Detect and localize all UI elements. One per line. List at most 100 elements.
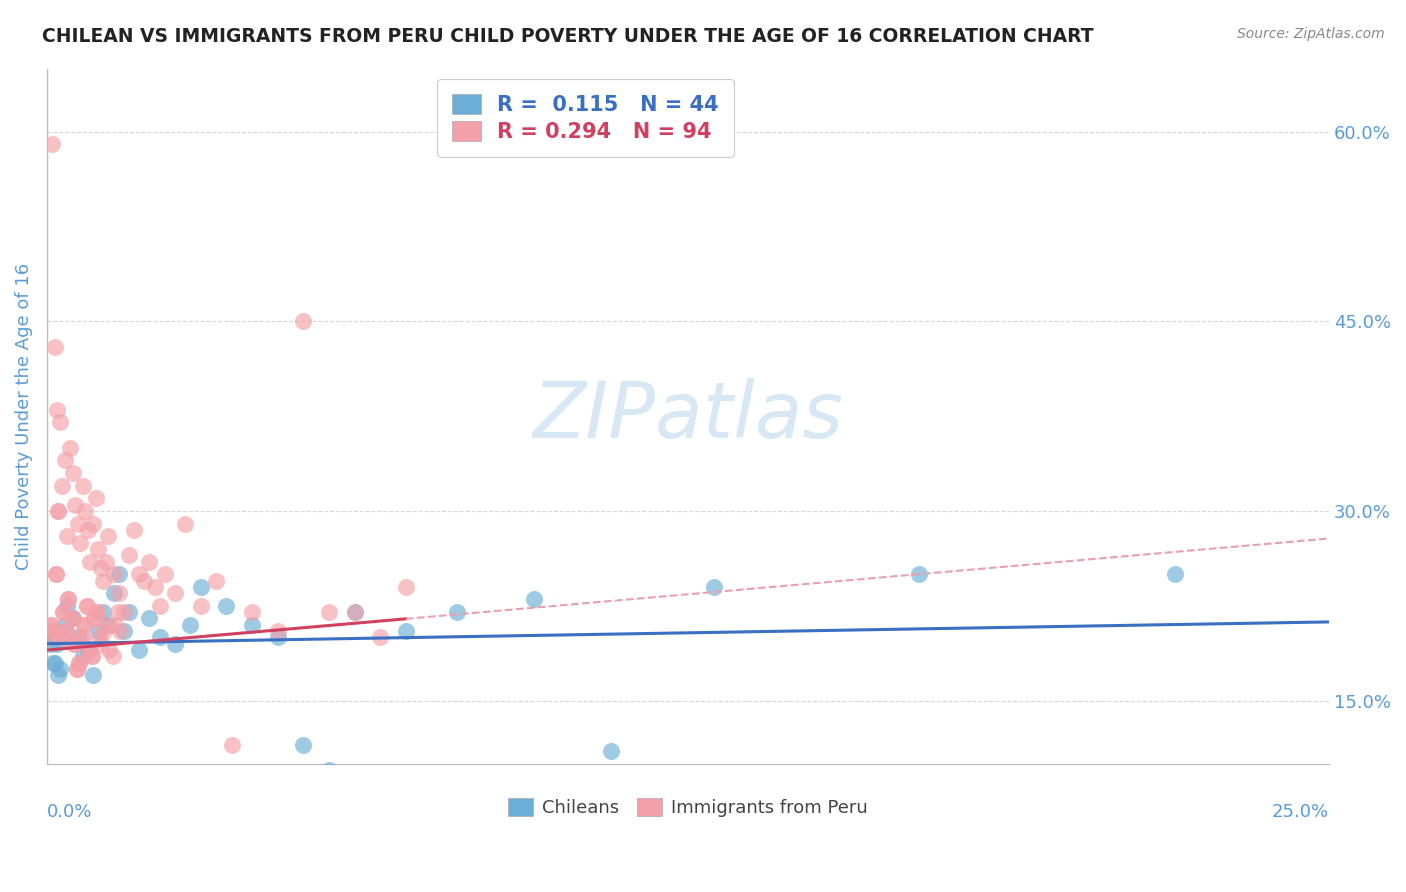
Point (63, 498, 86, 512)
Point (77, 643, 100, 657)
Point (122, 523, 145, 537)
Point (395, 624, 418, 638)
Point (143, 580, 166, 594)
Point (221, 738, 243, 752)
Text: Source: ZipAtlas.com: Source: ZipAtlas.com (1237, 27, 1385, 41)
Point (97, 529, 120, 543)
Point (266, 631, 288, 645)
Y-axis label: Child Poverty Under the Age of 16: Child Poverty Under the Age of 16 (15, 262, 32, 570)
Point (55, 624, 77, 638)
Point (91, 637, 114, 651)
Point (112, 624, 135, 638)
Point (89, 631, 111, 645)
Point (93, 624, 115, 638)
Point (52, 605, 75, 619)
Point (165, 586, 187, 600)
Point (165, 637, 187, 651)
Point (94, 555, 117, 569)
Point (39, 617, 62, 632)
Point (77, 643, 100, 657)
Point (318, 605, 340, 619)
Point (77, 523, 100, 537)
Point (51, 631, 73, 645)
Point (58, 592, 80, 607)
Point (96, 617, 118, 632)
Legend: Chileans, Immigrants from Peru: Chileans, Immigrants from Peru (501, 791, 876, 824)
Point (1164, 567, 1187, 582)
Point (907, 567, 929, 582)
Point (240, 605, 263, 619)
Point (67, 656, 90, 670)
Point (53, 617, 76, 632)
Point (368, 631, 391, 645)
Point (56, 529, 79, 543)
Point (134, 574, 156, 588)
Point (103, 617, 125, 632)
Point (72, 479, 94, 493)
Point (266, 624, 288, 638)
Point (174, 516, 197, 531)
Point (84, 491, 107, 506)
Point (149, 631, 172, 645)
Point (45, 567, 67, 582)
Point (79, 555, 101, 569)
Point (41, 624, 63, 638)
Point (98, 643, 121, 657)
Point (107, 605, 129, 619)
Point (66, 662, 89, 676)
Point (292, 314, 315, 328)
Point (69, 535, 91, 549)
Point (112, 605, 135, 619)
Point (51, 631, 73, 645)
Point (523, 592, 546, 607)
Point (46, 504, 69, 518)
Point (42, 656, 65, 670)
Point (76, 599, 98, 613)
Point (66, 516, 89, 531)
Point (62, 637, 84, 651)
Point (77, 643, 100, 657)
Point (86, 605, 108, 619)
Point (118, 605, 141, 619)
Point (240, 617, 263, 632)
Point (51, 479, 73, 493)
Point (179, 617, 201, 632)
Point (153, 567, 176, 582)
Point (38, 631, 60, 645)
Point (205, 574, 228, 588)
Point (107, 586, 129, 600)
Point (190, 580, 212, 594)
Point (55, 624, 77, 638)
Point (44, 340, 66, 354)
Point (82, 516, 104, 531)
Point (58, 592, 80, 607)
Point (138, 555, 160, 569)
Point (56, 599, 79, 613)
Point (395, 580, 418, 594)
Point (73, 617, 96, 632)
Point (39, 637, 62, 651)
Point (48, 416, 70, 430)
Point (62, 637, 84, 651)
Point (53, 453, 76, 467)
Point (128, 567, 150, 582)
Point (62, 611, 84, 625)
Point (60, 611, 83, 625)
Point (66, 662, 89, 676)
Point (83, 611, 105, 625)
Point (103, 586, 125, 600)
Point (80, 649, 103, 664)
Text: ZIPatlas: ZIPatlas (533, 378, 844, 454)
Point (67, 656, 90, 670)
Point (51, 631, 73, 645)
Point (42, 624, 65, 638)
Point (128, 643, 150, 657)
Point (87, 541, 110, 556)
Point (60, 611, 83, 625)
Point (804, 801, 827, 815)
Point (86, 605, 108, 619)
Point (41, 137, 63, 152)
Text: 25.0%: 25.0% (1272, 803, 1329, 821)
Point (343, 605, 366, 619)
Point (59, 441, 82, 455)
